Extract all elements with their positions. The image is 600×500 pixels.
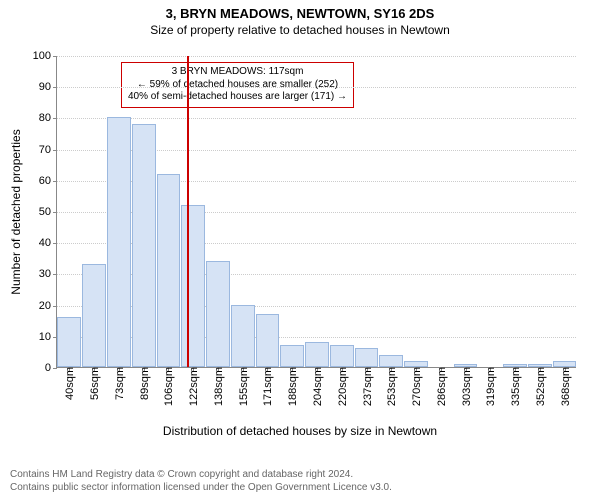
y-tick: 100 (33, 50, 57, 62)
histogram-bar (330, 345, 354, 367)
chart-subtitle: Size of property relative to detached ho… (0, 21, 600, 37)
footer-line: Contains public sector information licen… (10, 481, 392, 494)
histogram-bar (231, 305, 255, 367)
y-tick: 60 (39, 175, 57, 187)
x-tick: 253sqm (384, 367, 398, 406)
property-marker-line (187, 56, 189, 367)
x-tick: 220sqm (335, 367, 349, 406)
gridline (57, 56, 576, 57)
x-axis-label: Distribution of detached houses by size … (163, 424, 437, 438)
footer-line: Contains HM Land Registry data © Crown c… (10, 468, 392, 481)
x-tick: 138sqm (211, 367, 225, 406)
y-tick: 50 (39, 206, 57, 218)
histogram-bar (280, 345, 304, 367)
x-tick: 204sqm (310, 367, 324, 406)
x-tick: 319sqm (483, 367, 497, 406)
x-tick: 40sqm (62, 367, 76, 400)
footer-attribution: Contains HM Land Registry data © Crown c… (10, 468, 392, 494)
chart-title: 3, BRYN MEADOWS, NEWTOWN, SY16 2DS (0, 0, 600, 21)
y-tick: 10 (39, 331, 57, 343)
annotation-line: 40% of semi-detached houses are larger (… (128, 91, 347, 104)
histogram-bar (256, 314, 280, 367)
y-tick: 40 (39, 237, 57, 249)
histogram-bar (157, 174, 181, 367)
x-tick: 122sqm (186, 367, 200, 406)
x-tick: 352sqm (533, 367, 547, 406)
x-tick: 270sqm (409, 367, 423, 406)
y-tick: 30 (39, 268, 57, 280)
x-tick: 286sqm (434, 367, 448, 406)
y-tick: 80 (39, 112, 57, 124)
annotation-line: ← 59% of detached houses are smaller (25… (128, 79, 347, 92)
x-tick: 188sqm (285, 367, 299, 406)
x-tick: 303sqm (459, 367, 473, 406)
x-tick: 155sqm (236, 367, 250, 406)
x-tick: 73sqm (112, 367, 126, 400)
y-tick: 90 (39, 81, 57, 93)
x-tick: 335sqm (508, 367, 522, 406)
histogram-bar (206, 261, 230, 367)
histogram-bar (82, 264, 106, 367)
plot-area: 3 BRYN MEADOWS: 117sqm← 59% of detached … (56, 56, 576, 368)
y-tick: 20 (39, 300, 57, 312)
histogram-bar (107, 117, 131, 367)
histogram-bar (57, 317, 81, 367)
histogram-bar (379, 355, 403, 367)
x-tick: 89sqm (137, 367, 151, 400)
x-tick: 171sqm (260, 367, 274, 406)
histogram-bar (132, 124, 156, 367)
histogram-bar (305, 342, 329, 367)
x-tick: 237sqm (360, 367, 374, 406)
y-tick: 70 (39, 144, 57, 156)
histogram-bar (181, 205, 205, 367)
y-tick: 0 (45, 362, 57, 374)
histogram-bar (355, 348, 379, 367)
x-tick: 56sqm (87, 367, 101, 400)
x-tick: 106sqm (161, 367, 175, 406)
annotation-line: 3 BRYN MEADOWS: 117sqm (128, 66, 347, 79)
property-size-chart: 3, BRYN MEADOWS, NEWTOWN, SY16 2DS Size … (0, 0, 600, 500)
marker-annotation: 3 BRYN MEADOWS: 117sqm← 59% of detached … (121, 62, 354, 108)
gridline (57, 87, 576, 88)
gridline (57, 118, 576, 119)
x-tick: 368sqm (558, 367, 572, 406)
y-axis-label: Number of detached properties (9, 129, 23, 294)
